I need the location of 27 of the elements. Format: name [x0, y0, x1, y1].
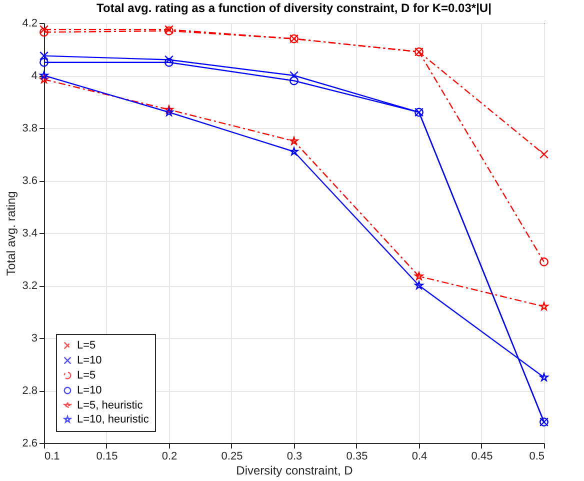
- y-tick-label: 2.6: [22, 438, 38, 450]
- y-axis-title: Total avg. rating: [4, 191, 18, 276]
- y-tick-label: 3.8: [22, 122, 38, 134]
- y-tick-label: 3.6: [22, 175, 38, 187]
- y-tick-label: 3: [31, 332, 38, 344]
- legend-label: L=5: [77, 370, 96, 382]
- x-tick-label: 0.4: [412, 450, 428, 462]
- x-tick-label: 0.5: [529, 450, 544, 462]
- x-tick-label: 0.15: [96, 450, 118, 462]
- x-tick-label: 0.25: [221, 450, 243, 462]
- x-tick-label: 0.45: [471, 450, 493, 462]
- legend-label: L=5: [77, 340, 96, 352]
- legend-label: L=10: [77, 354, 102, 366]
- x-tick-label: 0.2: [162, 450, 178, 462]
- y-tick-label: 4: [31, 70, 38, 82]
- chart-title: Total avg. rating as a function of diversity constraint, D for K=0.03*|U|: [96, 1, 492, 15]
- x-axis-title: Diversity constraint, D: [236, 464, 354, 478]
- y-tick-label: 3.2: [22, 280, 38, 292]
- legend-label: L=10, heuristic: [77, 414, 150, 426]
- x-tick-label: 0.3: [286, 450, 302, 462]
- x-tick-label: 0.1: [44, 450, 60, 462]
- x-tick-label: 0.35: [346, 450, 368, 462]
- legend-label: L=10: [77, 384, 102, 396]
- y-tick-label: 4.2: [22, 18, 38, 30]
- y-tick-label: 3.4: [22, 228, 38, 240]
- legend-label: L=5, heuristic: [77, 400, 144, 412]
- y-tick-label: 2.8: [22, 385, 38, 397]
